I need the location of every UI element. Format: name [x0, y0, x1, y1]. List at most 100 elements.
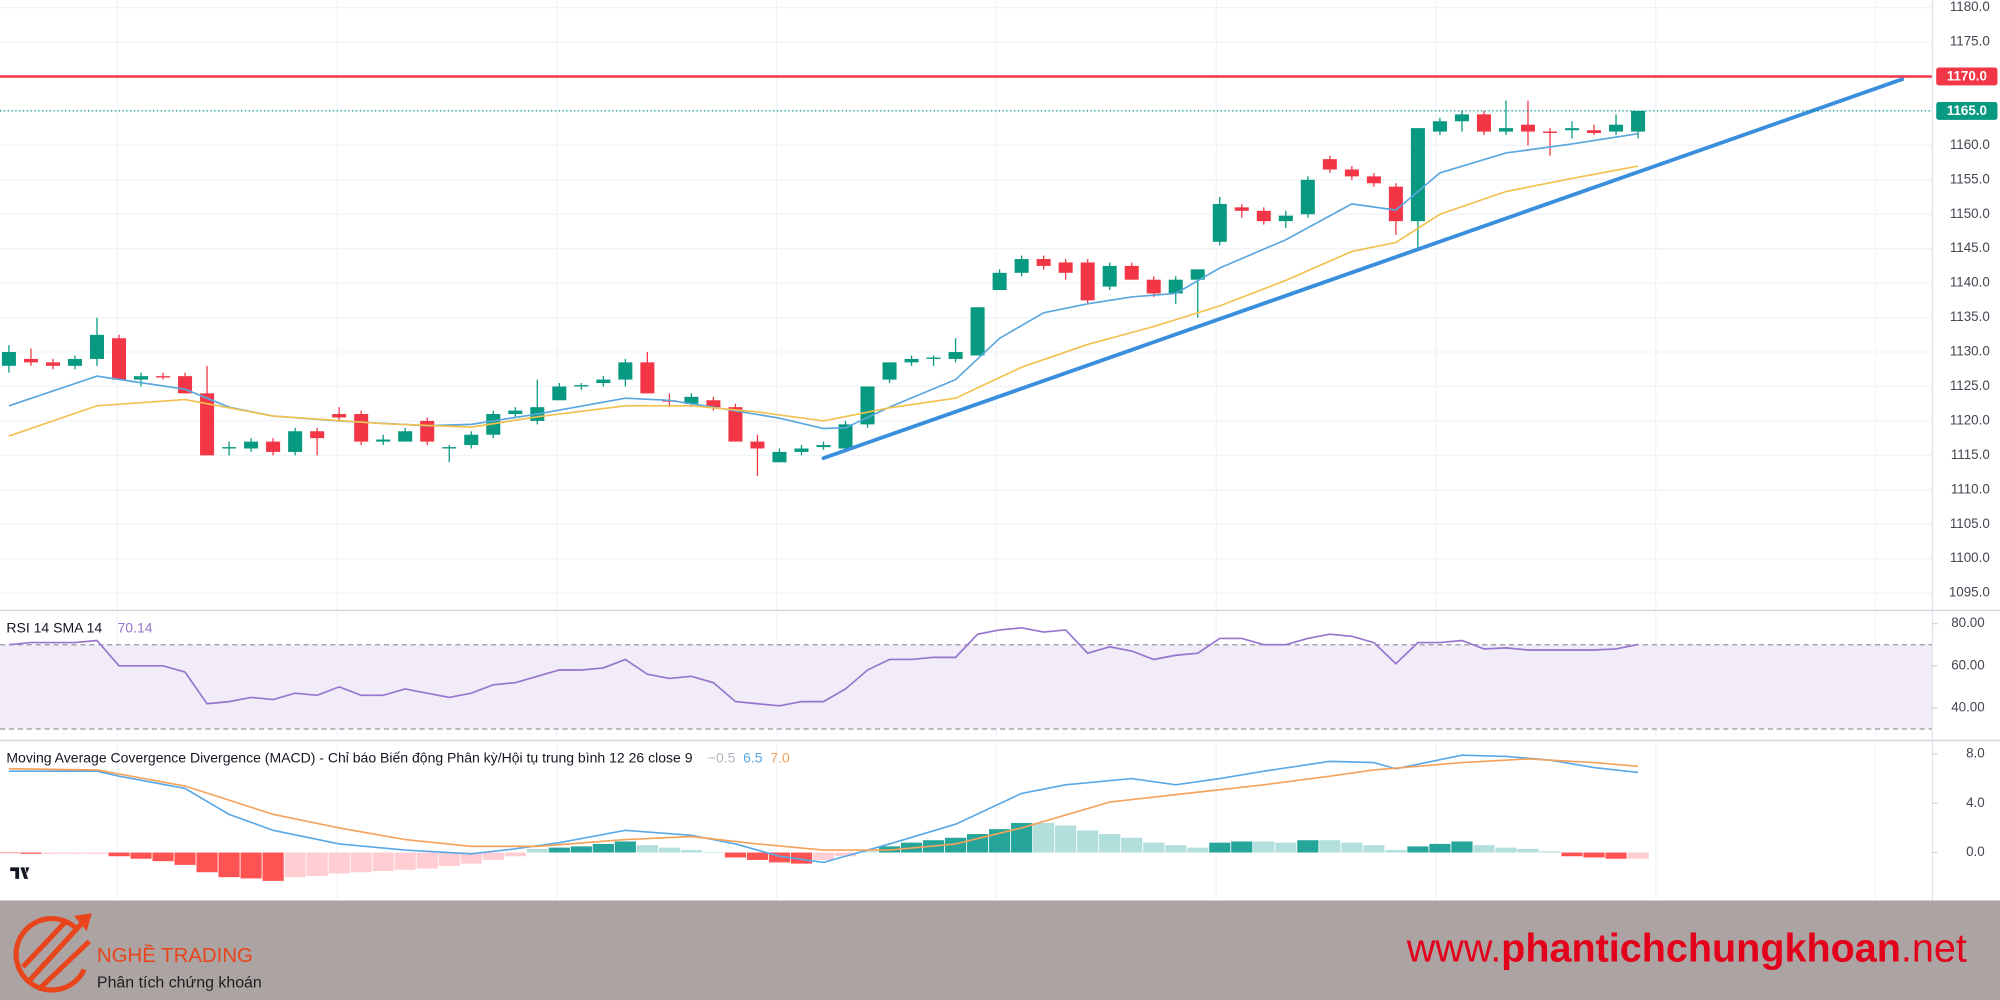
histogram-bar [592, 843, 614, 853]
histogram-bar [702, 851, 725, 853]
candle-body [376, 439, 391, 442]
histogram-bar [438, 852, 460, 867]
y-tick-label: 1120.0 [1950, 412, 1990, 427]
histogram-bar [1143, 842, 1165, 853]
histogram-bar [0, 852, 20, 854]
histogram-bar [1275, 842, 1297, 853]
indicator-line [8, 758, 1639, 851]
candle-body [134, 376, 149, 380]
histogram-bar [416, 852, 438, 869]
candle-body [1190, 269, 1205, 280]
candle-body [1, 352, 16, 366]
pane-title: RSI 14 SMA 14 [6, 620, 102, 636]
histogram-bar [1429, 843, 1451, 853]
histogram-bar [1517, 848, 1539, 853]
histogram-bar [1495, 847, 1517, 853]
candle-body [1058, 262, 1073, 273]
pane-title: Moving Average Covergence Divergence (MA… [6, 750, 692, 766]
candle-body [552, 386, 567, 401]
logo-bg [5, 858, 39, 887]
histogram-bar [1319, 840, 1341, 853]
candle-body [1234, 207, 1249, 211]
plot-layer [0, 75, 1933, 881]
candle-body [1168, 279, 1183, 294]
candle-body [1631, 110, 1646, 132]
histogram-bar [724, 852, 747, 858]
candle-body [1454, 114, 1469, 122]
candle-body [1587, 130, 1602, 133]
histogram-bar [196, 852, 218, 873]
histogram-bar [218, 852, 240, 878]
candle-body [1476, 114, 1491, 132]
candle-body [1212, 203, 1227, 242]
histogram-bar [1451, 841, 1473, 853]
candle-body [1146, 279, 1161, 294]
y-tick-label: 1100.0 [1950, 550, 1990, 565]
histogram-bar [548, 847, 570, 853]
candle-body [1036, 259, 1051, 266]
candle-body [156, 376, 171, 378]
histogram-bar [834, 852, 857, 857]
logo-arc [13, 916, 87, 993]
histogram-bar [108, 852, 130, 857]
indicator-line [8, 754, 1639, 864]
pane-value: 70.14 [118, 620, 153, 636]
candle-body [67, 358, 82, 366]
y-tick-label: 60.00 [1951, 657, 1984, 672]
histogram-bar [812, 852, 835, 860]
histogram-bar [42, 852, 64, 854]
histogram-bar [945, 837, 967, 853]
candle-body [288, 431, 303, 452]
histogram-bar [1011, 822, 1033, 853]
logo-arrows [21, 919, 92, 992]
grid-layer [0, 0, 1933, 900]
candle-body [772, 451, 787, 463]
candle-body [1410, 128, 1425, 222]
histogram-bar [482, 852, 504, 860]
histogram-bar [1055, 825, 1077, 853]
candle-body [244, 441, 259, 449]
candle-body [816, 445, 831, 448]
histogram-bar [64, 852, 86, 854]
trend-line [821, 77, 1905, 461]
y-tick-label: 40.00 [1951, 699, 1984, 714]
candle-body [1609, 124, 1624, 132]
candle-body [222, 447, 237, 449]
y-tick-label: 1105.0 [1950, 516, 1990, 531]
website-domain: phantichchungkhoan [1501, 927, 1901, 971]
candle-body [574, 385, 589, 387]
indicator-line [8, 165, 1639, 437]
candle-body [1542, 131, 1558, 133]
candle-body [706, 400, 721, 408]
histogram-bar [460, 852, 482, 864]
y-tick-label: 1115.0 [1951, 447, 1990, 462]
histogram-bar [174, 852, 196, 865]
candle-body [89, 334, 105, 359]
histogram-bar [1165, 845, 1187, 853]
candle-body [1014, 259, 1029, 273]
candle-body [750, 441, 765, 449]
histogram-bar [526, 848, 548, 853]
candle-body [948, 352, 963, 359]
candle-body [904, 358, 919, 363]
histogram-bar [20, 852, 42, 854]
candle-body [926, 357, 941, 359]
candle-body [23, 358, 38, 363]
y-tick-label: 1145.0 [1950, 240, 1990, 255]
footer-brand: NGHỀ TRADING [97, 944, 253, 967]
price-badge-label: 1165.0 [1947, 103, 1987, 118]
candle-body [1366, 176, 1381, 184]
histogram-bar [1561, 852, 1583, 857]
histogram-bar [1099, 834, 1121, 853]
candle-body [794, 448, 809, 452]
pane-value: 7.0 [770, 750, 790, 766]
candle-body [684, 396, 699, 404]
candle-body [1432, 121, 1447, 132]
histogram-bar [1077, 830, 1099, 853]
histogram-bar [1033, 822, 1055, 853]
histogram-bar [1385, 850, 1407, 853]
candle-body [1102, 265, 1117, 287]
y-tick-label: 1125.0 [1950, 378, 1990, 393]
histogram-bar [1407, 846, 1429, 853]
candle-body [200, 393, 215, 456]
